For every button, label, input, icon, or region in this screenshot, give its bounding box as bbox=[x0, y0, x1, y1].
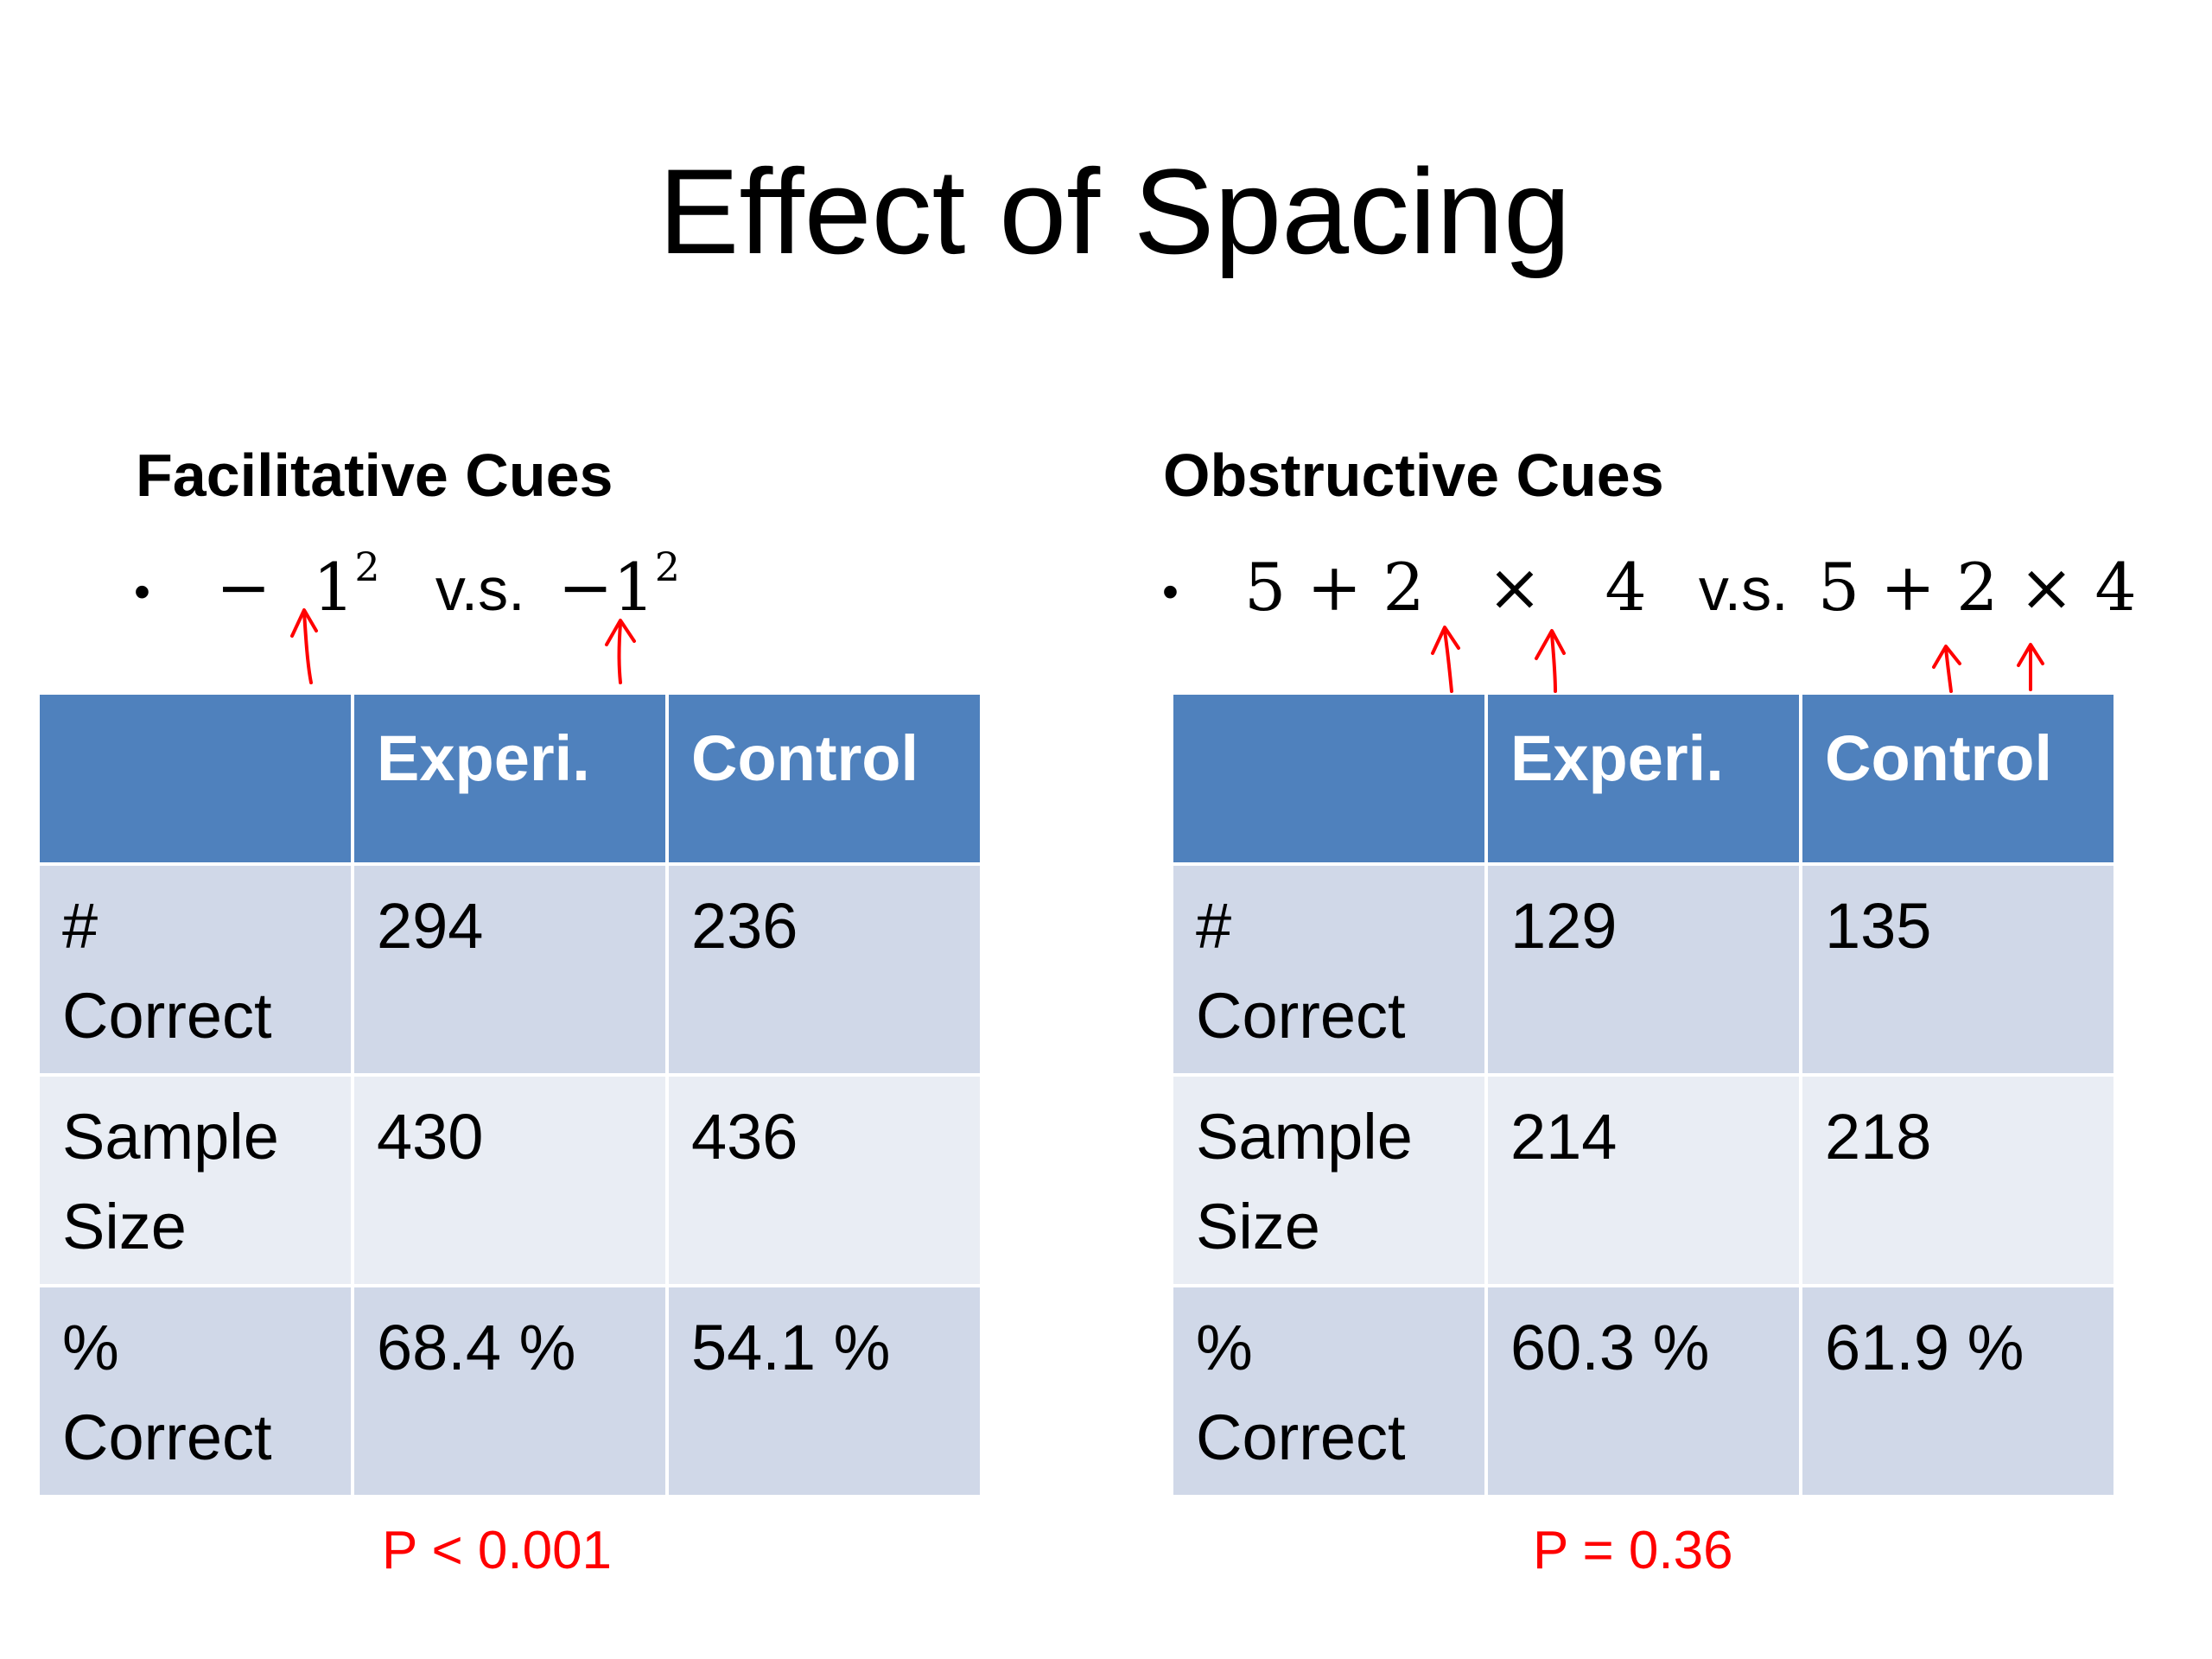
obstructive-expression: 5 + 2 × 4 v.s. 5 + 2 × 4 bbox=[1244, 544, 2137, 632]
obstructive-vs: v.s. bbox=[1698, 556, 1789, 623]
row-label: % Correct bbox=[40, 1287, 351, 1495]
header-cell-experi: Experi. bbox=[1488, 695, 1799, 862]
control-value: 54.1 % bbox=[669, 1287, 980, 1495]
header-cell-empty bbox=[1173, 695, 1484, 862]
obstructive-expr-spaced: 5 + 2 × 4 bbox=[1244, 549, 1647, 626]
experi-value: 68.4 % bbox=[354, 1287, 665, 1495]
row-label: Sample Size bbox=[1173, 1077, 1484, 1284]
facilitative-expr-spaced: − 12 bbox=[216, 543, 380, 626]
header-cell-control: Control bbox=[669, 695, 980, 862]
control-value: 135 bbox=[1802, 866, 2113, 1073]
row-label: # Correct bbox=[1173, 866, 1484, 1073]
control-value: 236 bbox=[669, 866, 980, 1073]
obstructive-bullet: • bbox=[1162, 566, 1179, 618]
facilitative-expr-tight: −12 bbox=[557, 543, 681, 626]
arrow-up-icon bbox=[1535, 629, 1566, 693]
facilitative-expression: − 12 v.s. −12 bbox=[216, 544, 680, 632]
row-label: % Correct bbox=[1173, 1287, 1484, 1495]
header-cell-empty bbox=[40, 695, 351, 862]
table-row: # Correct 294 236 bbox=[40, 866, 980, 1073]
table-row: Sample Size 214 218 bbox=[1173, 1077, 2113, 1284]
facilitative-table: Experi. Control # Correct 294 236 Sample S… bbox=[36, 691, 983, 1498]
obstructive-expr-tight: 5 + 2 × 4 bbox=[1817, 549, 2137, 626]
obstructive-table: Experi. Control # Correct 129 135 Sample S… bbox=[1170, 691, 2117, 1498]
experi-value: 60.3 % bbox=[1488, 1287, 1799, 1495]
experi-value: 294 bbox=[354, 866, 665, 1073]
obstructive-p-value: P = 0.36 bbox=[1533, 1521, 1733, 1580]
header-cell-experi: Experi. bbox=[354, 695, 665, 862]
row-label: Sample Size bbox=[40, 1077, 351, 1284]
table-row: # Correct 129 135 bbox=[1173, 866, 2113, 1073]
experi-value: 129 bbox=[1488, 866, 1799, 1073]
facilitative-vs: v.s. bbox=[435, 556, 525, 623]
facilitative-heading: Facilitative Cues bbox=[136, 442, 613, 509]
obstructive-heading: Obstructive Cues bbox=[1163, 442, 1664, 509]
slide-title: Effect of Spacing bbox=[658, 143, 1571, 279]
arrow-up-icon bbox=[1932, 645, 1961, 693]
header-cell-control: Control bbox=[1802, 695, 2113, 862]
arrow-up-icon bbox=[2017, 643, 2044, 691]
facilitative-p-value: P < 0.001 bbox=[382, 1521, 613, 1580]
control-value: 61.9 % bbox=[1802, 1287, 2113, 1495]
control-value: 218 bbox=[1802, 1077, 2113, 1284]
row-label: # Correct bbox=[40, 866, 351, 1073]
table-header-row: Experi. Control bbox=[40, 695, 980, 862]
table-row: % Correct 68.4 % 54.1 % bbox=[40, 1287, 980, 1495]
experi-value: 214 bbox=[1488, 1077, 1799, 1284]
arrow-up-icon bbox=[1431, 626, 1460, 693]
table-row: % Correct 60.3 % 61.9 % bbox=[1173, 1287, 2113, 1495]
table-row: Sample Size 430 436 bbox=[40, 1077, 980, 1284]
table-header-row: Experi. Control bbox=[1173, 695, 2113, 862]
facilitative-bullet: • bbox=[134, 566, 150, 618]
control-value: 436 bbox=[669, 1077, 980, 1284]
experi-value: 430 bbox=[354, 1077, 665, 1284]
